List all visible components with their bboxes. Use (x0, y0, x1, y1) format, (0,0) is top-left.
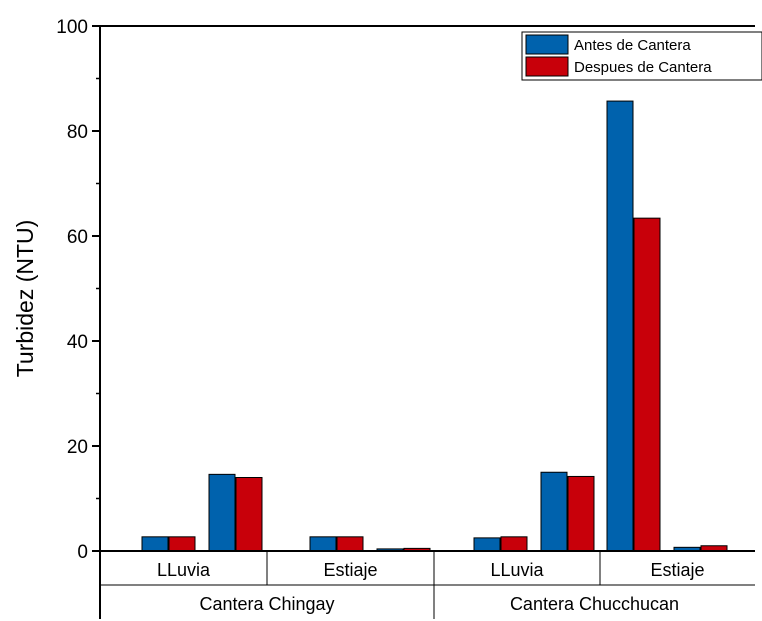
category-label: Estiaje (650, 560, 704, 580)
bar-1-1-1-despues (168, 536, 196, 552)
bar-2-1-1-despues (500, 536, 528, 552)
bar-2-1-2-antes (540, 471, 568, 552)
legend-swatch (525, 56, 569, 77)
bar-1-2-1-despues (336, 536, 364, 552)
category-label: LLuvia (157, 560, 211, 580)
group-label: Cantera Chucchucan (510, 594, 679, 614)
y-tick-label: 60 (67, 227, 88, 248)
bars-layer (141, 100, 728, 552)
legend-label: Despues de Cantera (574, 59, 712, 76)
y-tick-label: 0 (77, 542, 88, 563)
bar-1-2-1-antes (309, 536, 337, 552)
bar-2-2-1-despues (633, 217, 661, 552)
category-label: LLuvia (490, 560, 544, 580)
legend-label: Antes de Cantera (574, 37, 691, 54)
y-tick-label: 80 (67, 122, 88, 143)
y-tick-label: 20 (67, 437, 88, 458)
bar-2-1-2-despues (567, 475, 595, 552)
legend: Antes de Cantera Despues de Cantera (521, 31, 762, 81)
bar-1-1-2-antes (208, 473, 236, 552)
bar-1-1-1-antes (141, 536, 169, 552)
category-label: Estiaje (323, 560, 377, 580)
y-axis-label: Turbidez (NTU) (12, 220, 38, 378)
bar-2-2-1-antes (606, 100, 634, 552)
bar-1-1-2-despues (235, 477, 263, 552)
legend-swatch (525, 34, 569, 55)
group-label: Cantera Chingay (199, 594, 334, 614)
y-tick-label: 40 (67, 332, 88, 353)
axes-layer: LLuvia Estiaje LLuvia Estiaje Cantera Chinga… (12, 17, 755, 619)
y-tick-label: 100 (56, 17, 88, 38)
bar-2-1-1-antes (473, 537, 501, 552)
